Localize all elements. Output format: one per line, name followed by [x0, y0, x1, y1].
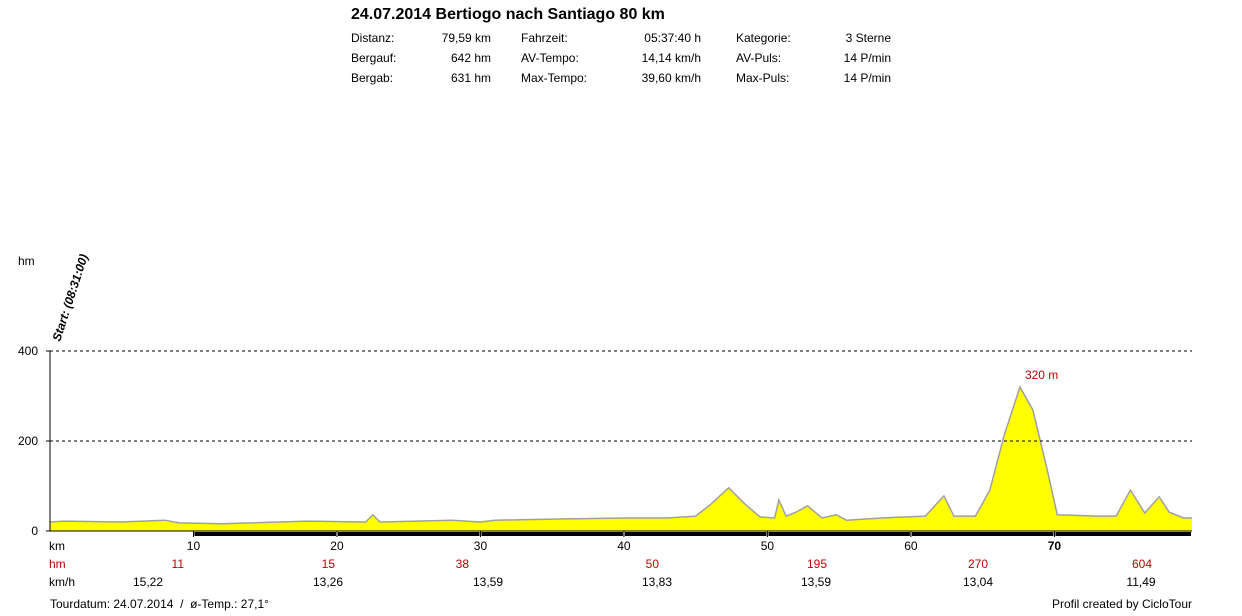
- hm-value: 195: [807, 557, 827, 571]
- info-cell: 631 hm: [451, 71, 491, 85]
- hm-value: 11: [172, 557, 185, 571]
- info-cell: 39,60 km/h: [642, 71, 701, 85]
- footer-left: Tourdatum: 24.07.2014 / ø-Temp.: 27,1°: [50, 597, 269, 611]
- hm-value: 15: [322, 557, 336, 571]
- info-cell: 14 P/min: [844, 71, 891, 85]
- info-cell: 14,14 km/h: [642, 51, 701, 65]
- info-cell: Max-Puls:: [736, 71, 789, 85]
- speed-value: 13,83: [642, 575, 672, 589]
- x-axis-label: km: [49, 539, 65, 553]
- peak-label: 320 m: [1025, 368, 1058, 382]
- info-cell: AV-Puls:: [736, 51, 781, 65]
- hm-value: 604: [1132, 557, 1152, 571]
- hm-value: 270: [968, 557, 988, 571]
- area: [50, 387, 1192, 531]
- info-cell: 642 hm: [451, 51, 491, 65]
- info-cell: Bergab:: [351, 71, 393, 85]
- x-tick-label: 10: [187, 539, 201, 553]
- start-label: Start: (08:31:00): [50, 252, 91, 343]
- axis-band: [194, 532, 336, 536]
- y-axis-label: hm: [18, 254, 35, 268]
- info-cell: 79,59 km: [442, 31, 491, 45]
- info-cell: 14 P/min: [844, 51, 891, 65]
- axis-band: [768, 532, 910, 536]
- speed-value: 13,26: [313, 575, 343, 589]
- info-cell: Kategorie:: [736, 31, 791, 45]
- hm-value: 38: [456, 557, 470, 571]
- hm-row-label: hm: [49, 557, 66, 571]
- info-cell: Distanz:: [351, 31, 394, 45]
- speed-row-label: km/h: [49, 575, 75, 589]
- hm-value: 50: [646, 557, 660, 571]
- y-tick-label: 200: [18, 434, 38, 448]
- footer-right: Profil created by CicloTour: [1052, 597, 1192, 611]
- info-cell: 3 Sterne: [846, 31, 892, 45]
- chart-title: 24.07.2014 Bertiogo nach Santiago 80 km: [351, 6, 665, 23]
- info-cell: Fahrzeit:: [521, 31, 568, 45]
- y-tick-label: 400: [18, 344, 38, 358]
- info-cell: Bergauf:: [351, 51, 396, 65]
- speed-value: 11,49: [1126, 575, 1155, 589]
- x-tick-label: 30: [474, 539, 488, 553]
- axis-band: [911, 532, 1054, 536]
- x-tick-label: 20: [330, 539, 344, 553]
- info-cell: 05:37:40 h: [644, 31, 701, 45]
- speed-value: 15,22: [133, 575, 163, 589]
- y-tick-label: 0: [31, 524, 38, 538]
- axis-band: [1055, 532, 1191, 536]
- x-tick-label: 60: [904, 539, 918, 553]
- x-tick-label: 40: [617, 539, 631, 553]
- elevation-line: [49, 385, 1192, 525]
- axis-band: [337, 532, 480, 536]
- speed-value: 13,04: [963, 575, 993, 589]
- axis-band: [481, 532, 623, 536]
- x-tick-label: 50: [761, 539, 775, 553]
- speed-value: 13,59: [801, 575, 831, 589]
- info-cell: AV-Tempo:: [521, 51, 579, 65]
- axis-band: [624, 532, 767, 536]
- x-tick-label: 70: [1048, 539, 1062, 553]
- info-cell: Max-Tempo:: [521, 71, 587, 85]
- speed-value: 13,59: [473, 575, 503, 589]
